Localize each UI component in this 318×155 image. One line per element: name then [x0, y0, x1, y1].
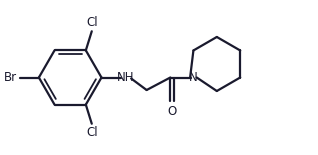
Text: Br: Br — [4, 71, 17, 84]
Text: Cl: Cl — [86, 126, 98, 139]
Text: NH: NH — [116, 71, 134, 84]
Text: Cl: Cl — [86, 16, 98, 29]
Text: N: N — [189, 71, 198, 84]
Text: O: O — [167, 104, 176, 117]
